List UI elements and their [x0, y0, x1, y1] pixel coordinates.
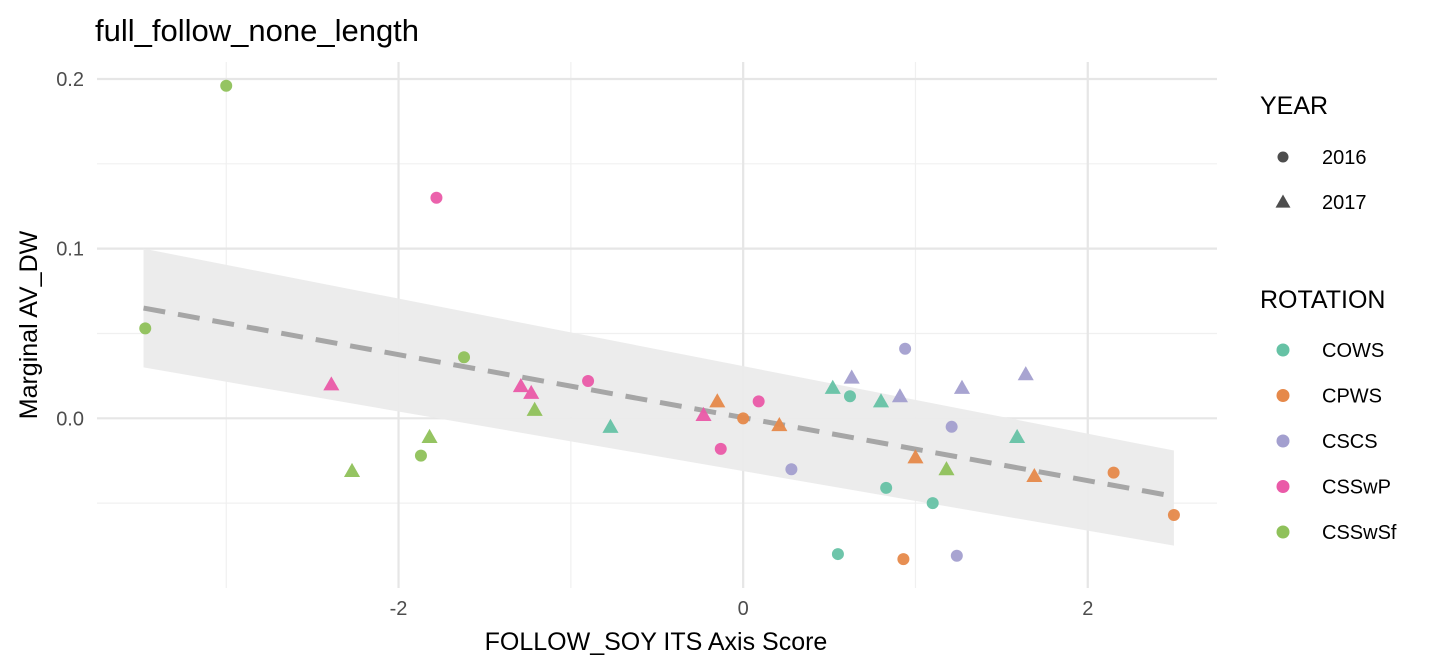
legend-year: YEAR 2016 2017 [1260, 92, 1367, 214]
y-axis-ticks: 0.0 0.1 0.2 [56, 69, 84, 430]
data-point-triangle [938, 461, 955, 476]
legend-rotation-label: CSSwP [1322, 477, 1391, 499]
data-point-circle [414, 449, 427, 462]
legend-color-swatch [1276, 525, 1290, 539]
chart-title: full_follow_none_length [95, 13, 419, 48]
minor-gridlines [97, 62, 1217, 588]
data-point-triangle [771, 417, 788, 432]
x-axis-title: FOLLOW_SOY ITS Axis Score [485, 628, 828, 656]
data-point-circle [737, 412, 750, 425]
data-point-circle [458, 351, 471, 364]
legend-year-label: 2017 [1322, 192, 1367, 214]
legend-rotation-label: CSSwSf [1322, 522, 1397, 544]
legend-rotation-label: CPWS [1322, 386, 1382, 408]
legend-rotation-label: CSCS [1322, 431, 1378, 453]
data-point-triangle [602, 418, 619, 433]
data-point-circle [785, 463, 798, 476]
data-point-circle [843, 390, 856, 403]
data-point-triangle [512, 378, 529, 393]
data-point-circle [945, 420, 958, 433]
data-point-triangle [523, 384, 540, 399]
data-point-triangle [1017, 366, 1034, 381]
data-point-circle [582, 374, 595, 387]
data-point-triangle [323, 376, 340, 391]
confidence-band [143, 248, 1174, 546]
legend-color-swatch [1276, 389, 1290, 402]
data-point-circle [430, 191, 443, 204]
legend-circle-icon [1277, 151, 1289, 163]
legend-color-swatch [1276, 434, 1290, 448]
data-point-circle [926, 497, 939, 510]
data-point-circle [899, 342, 912, 355]
data-point-circle [139, 322, 152, 335]
data-point-triangle [824, 379, 841, 394]
data-point-triangle [872, 393, 890, 408]
x-tick-label: 2 [1082, 598, 1093, 620]
data-point-triangle [1026, 467, 1043, 483]
data-point-triangle [891, 388, 909, 403]
data-point-triangle [709, 393, 726, 408]
data-point-triangle [953, 379, 971, 394]
legend-year-label: 2016 [1322, 147, 1367, 169]
data-point-circle [1167, 509, 1180, 522]
y-tick-label: 0.2 [56, 69, 84, 91]
data-points [139, 79, 1180, 566]
data-point-circle [714, 442, 727, 455]
legend-triangle-icon [1275, 194, 1291, 208]
data-point-triangle [343, 462, 361, 477]
legend-color-swatch [1276, 480, 1290, 493]
data-point-triangle [843, 369, 860, 384]
data-point-circle [880, 481, 893, 494]
data-point-triangle [526, 401, 543, 416]
legend-color-swatch [1276, 343, 1290, 357]
legend-rotation-label: COWS [1322, 340, 1384, 362]
y-axis-title: Marginal AV_DW [15, 230, 43, 419]
y-tick-label: 0.0 [56, 408, 84, 430]
legend-rotation: ROTATION COWS CPWS CSCS CSSwP CSSwSf [1260, 286, 1397, 544]
data-point-circle [897, 553, 910, 566]
data-point-circle [752, 395, 765, 408]
data-point-triangle [695, 406, 712, 421]
data-point-triangle [907, 449, 924, 464]
legend-rotation-title: ROTATION [1260, 286, 1385, 314]
y-tick-label: 0.1 [56, 239, 84, 261]
data-point-circle [1107, 466, 1120, 479]
data-point-circle [831, 548, 844, 561]
legend-year-title: YEAR [1260, 92, 1328, 120]
x-tick-label: -2 [390, 598, 408, 620]
data-point-circle [220, 79, 233, 92]
x-tick-label: 0 [738, 598, 749, 620]
data-point-circle [950, 549, 963, 562]
confidence-band-layer [143, 248, 1174, 546]
x-axis-ticks: -2 0 2 [390, 598, 1094, 620]
data-point-triangle [421, 428, 438, 444]
data-point-triangle [1009, 428, 1026, 444]
